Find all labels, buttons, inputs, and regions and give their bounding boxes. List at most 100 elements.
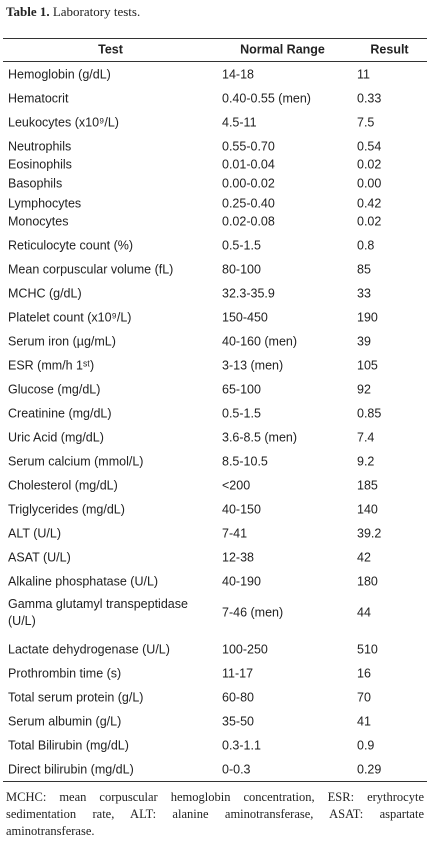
normal-range: 7-46 (men) <box>222 605 284 620</box>
result: 185 <box>357 478 378 493</box>
result: 44 <box>357 605 371 620</box>
header-rule <box>3 61 427 62</box>
result: 0.29 <box>357 762 382 777</box>
result: 0.42 <box>357 196 382 211</box>
normal-range: 0.00-0.02 <box>222 176 275 191</box>
test-name: Hemoglobin (g/dL) <box>8 67 111 82</box>
result: 0.85 <box>357 406 382 421</box>
test-name: MCHC (g/dL) <box>8 286 82 301</box>
normal-range: 0.01-0.04 <box>222 157 275 172</box>
normal-range: 0.25-0.40 <box>222 196 275 211</box>
result: 9.2 <box>357 454 375 469</box>
result: 190 <box>357 310 378 325</box>
normal-range: 11-17 <box>222 666 254 681</box>
test-name: Serum calcium (mmol/L) <box>8 454 144 469</box>
result: 0.02 <box>357 157 382 172</box>
result: 105 <box>357 358 378 373</box>
normal-range: 40-160 (men) <box>222 334 298 349</box>
result: 16 <box>357 666 371 681</box>
result: 510 <box>357 642 378 657</box>
result: 70 <box>357 690 371 705</box>
result: 7.5 <box>357 115 375 130</box>
test-name: Monocytes <box>8 214 69 229</box>
normal-range: 32.3-35.9 <box>222 286 275 301</box>
column-header: Normal Range <box>240 42 325 57</box>
test-name: Cholesterol (mg/dL) <box>8 478 118 493</box>
test-name: Hematocrit <box>8 91 69 106</box>
footnote: MCHC: mean corpuscular hemoglobin concen… <box>6 790 424 838</box>
test-name: Serum albumin (g/L) <box>8 714 122 729</box>
test-name: Lymphocytes <box>8 196 82 211</box>
test-name: Uric Acid (mg/dL) <box>8 430 104 445</box>
normal-range: 14-18 <box>222 67 254 82</box>
normal-range: 40-150 <box>222 502 261 517</box>
test-name: ALT (U/L) <box>8 526 62 541</box>
top-rule <box>3 38 427 39</box>
normal-range: 40-190 <box>222 574 261 589</box>
test-name: ASAT (U/L) <box>8 550 71 565</box>
normal-range: 0-0.3 <box>222 762 251 777</box>
table-caption: Table 1. Laboratory tests. <box>6 4 140 20</box>
result: 92 <box>357 382 371 397</box>
result: 0.02 <box>357 214 382 229</box>
test-name: Mean corpuscular volume (fL) <box>8 262 174 277</box>
test-name: Reticulocyte count (%) <box>8 238 134 253</box>
normal-range: 0.3-1.1 <box>222 738 261 753</box>
test-name: Creatinine (mg/dL) <box>8 406 112 421</box>
test-name: Basophils <box>8 176 63 191</box>
result: 39.2 <box>357 526 382 541</box>
result: 140 <box>357 502 378 517</box>
normal-range: 100-250 <box>222 642 268 657</box>
normal-range: 80-100 <box>222 262 261 277</box>
test-name: Triglycerides (mg/dL) <box>8 502 125 517</box>
normal-range: 35-50 <box>222 714 254 729</box>
test-name: Total Bilirubin (mg/dL) <box>8 738 129 753</box>
test-name: Prothrombin time (s) <box>8 666 122 681</box>
normal-range: 150-450 <box>222 310 268 325</box>
column-header: Test <box>98 42 123 57</box>
test-name: Serum iron (µg/mL) <box>8 334 116 349</box>
normal-range: 0.5-1.5 <box>222 238 261 253</box>
test-name: Direct bilirubin (mg/dL) <box>8 762 134 777</box>
normal-range: 65-100 <box>222 382 261 397</box>
result: 0.00 <box>357 176 382 191</box>
normal-range: <200 <box>222 478 251 493</box>
bottom-rule <box>3 781 427 782</box>
test-name: Glucose (mg/dL) <box>8 382 101 397</box>
normal-range: 0.40-0.55 (men) <box>222 91 311 106</box>
result: 41 <box>357 714 371 729</box>
result: 11 <box>357 67 370 82</box>
test-name: Platelet count (x10⁹/L) <box>8 310 132 325</box>
result: 0.33 <box>357 91 382 106</box>
result: 0.54 <box>357 139 382 154</box>
result: 42 <box>357 550 371 565</box>
normal-range: 0.02-0.08 <box>222 214 275 229</box>
result: 0.8 <box>357 238 375 253</box>
result: 0.9 <box>357 738 375 753</box>
normal-range: 60-80 <box>222 690 254 705</box>
normal-range: 7-41 <box>222 526 248 541</box>
result: 39 <box>357 334 371 349</box>
result: 180 <box>357 574 378 589</box>
test-name: Total serum protein (g/L) <box>8 690 144 705</box>
test-name: Neutrophils <box>8 139 72 154</box>
test-name: Lactate dehydrogenase (U/L) <box>8 642 170 657</box>
result: 85 <box>357 262 371 277</box>
normal-range: 3-13 (men) <box>222 358 284 373</box>
normal-range: 4.5-11 <box>222 115 257 130</box>
normal-range: 8.5-10.5 <box>222 454 268 469</box>
normal-range: 0.55-0.70 <box>222 139 275 154</box>
test-name: Alkaline phosphatase (U/L) <box>8 574 159 589</box>
test-name: Gamma glutamyl transpeptidase (U/L) <box>8 597 188 628</box>
normal-range: 3.6-8.5 (men) <box>222 430 298 445</box>
caption-label: Table 1. <box>6 4 50 19</box>
test-name: Leukocytes (x10⁹/L) <box>8 115 119 130</box>
test-name: Eosinophils <box>8 157 72 172</box>
caption-text: Laboratory tests. <box>52 4 141 19</box>
result: 33 <box>357 286 371 301</box>
normal-range: 12-38 <box>222 550 254 565</box>
column-header: Result <box>370 42 409 57</box>
test-name: ESR (mm/h 1ˢᵗ) <box>8 358 95 373</box>
result: 7.4 <box>357 430 375 445</box>
